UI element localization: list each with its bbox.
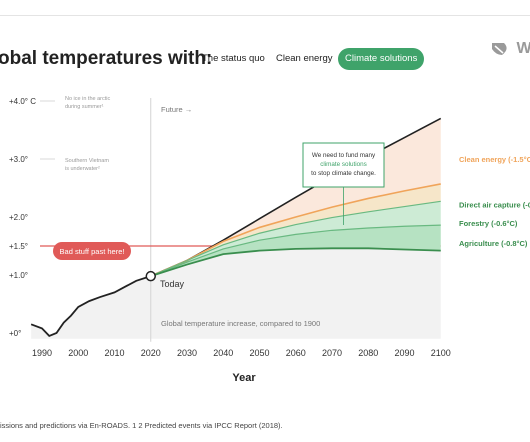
historical-line [30,275,152,337]
leaf-logo-icon [492,42,507,55]
bad-stuff-badge: Bad stuff past here! [53,242,131,260]
arctic-note-line1: No ice in the arctic [65,96,110,102]
page-title: obal temperatures with: [0,48,213,69]
option-status-quo-button[interactable]: The status quo [202,53,265,64]
history-area [31,248,441,339]
brand-logo: W [490,40,530,58]
x-tick-label: 2070 [322,348,342,358]
x-tick-label: 2050 [249,348,269,358]
baseline-note: Global temperature increase, compared to… [161,319,320,328]
option-climate-solutions-button[interactable]: Climate solutions [338,48,424,70]
future-label: Future → [161,105,192,114]
x-tick-label: 2090 [394,348,414,358]
x-tick-label: 2000 [68,348,88,358]
vietnam-note-line2: is underwater² [65,166,100,172]
vietnam-note-line1: Southern Vietnam [65,158,109,164]
today-label: Today [160,279,185,289]
x-axis-title: Year [232,372,256,384]
clean-energy-line [150,183,441,277]
y-tick-label: +1.5° [9,242,28,251]
logo-text: W [516,40,530,57]
bad-stuff-label: Bad stuff past here! [60,247,125,256]
callout-highlight: climate solutions [320,161,367,168]
x-tick-label: 1990 [32,348,52,358]
arctic-note-line2: during summer¹ [65,104,104,110]
x-tick-label: 2080 [358,348,378,358]
callout-line3: to stop climate change. [311,170,376,177]
clean-energy-label: Clean energy (-1.5°C) [459,155,530,164]
band-clean-to-dac [150,183,441,277]
forestry-label: Forestry (-0.6°C) [459,219,518,228]
x-tick-label: 2040 [213,348,233,358]
band-forestry-to-agri [150,225,441,277]
agriculture-line [150,247,441,278]
y-tick-label: +0° [9,329,21,338]
y-tick-label: +3.0° [9,155,28,164]
y-tick-label: +2.0° [9,213,28,222]
footer-source: issions and predictions via En-ROADS. 1 … [0,421,283,430]
x-tick-label: 2060 [286,348,306,358]
x-tick-label: 2010 [104,348,124,358]
x-tick-label: 2100 [431,348,451,358]
callout-box: We need to fund many climate solutions t… [302,142,385,225]
direct-air-capture-line [150,200,441,277]
today-marker [145,270,156,282]
top-divider [0,15,530,16]
temperature-chart: +4.0° C +3.0° +2.0° +1.5° +1.0° +0° 1990 2000 20… [9,96,530,384]
callout-line1: We need to fund many [312,152,376,159]
direct-air-capture-label: Direct air capture (-0.4°C) [459,200,530,209]
y-tick-label: +1.0° [9,271,28,280]
option-clean-energy-button[interactable]: Clean energy [276,53,333,64]
band-dac-to-forestry [150,201,441,277]
y-tick-label: +4.0° C [9,97,36,106]
x-tick-label: 2030 [177,348,197,358]
x-tick-label: 2020 [141,348,161,358]
forestry-line [150,224,441,277]
agriculture-label: Agriculture (-0.8°C) [459,239,528,248]
